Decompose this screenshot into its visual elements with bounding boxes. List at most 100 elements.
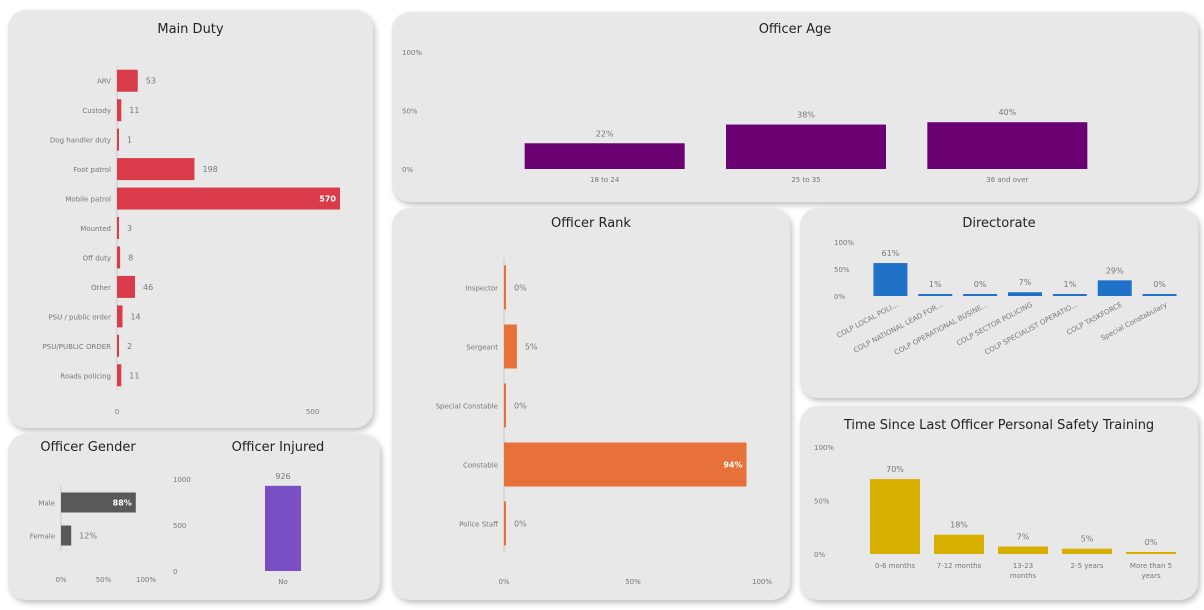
rank-category-label: Special Constable — [436, 403, 498, 411]
rank-bar — [504, 501, 506, 546]
directorate-tick-label: 50% — [834, 266, 850, 274]
rank-tick-label: 50% — [625, 578, 641, 586]
duty-value-label: 3 — [127, 224, 132, 233]
directorate-bar — [1052, 294, 1087, 296]
officer-rank-chart: Inspector 0% Sergeant 5% Special Constable 0%… — [436, 258, 772, 586]
duty-bar — [117, 334, 119, 357]
duty-bar — [117, 246, 121, 269]
training-bar — [998, 546, 1048, 554]
training-bar — [1062, 548, 1112, 554]
rank-bar — [504, 265, 506, 310]
age-value-label: 40% — [998, 108, 1016, 117]
duty-category-label: Mobile patrol — [65, 196, 111, 204]
duty-value-label: 14 — [130, 312, 140, 321]
duty-category-label: Mounted — [80, 225, 111, 233]
duty-bar — [117, 305, 123, 328]
training-category-label: 2-5 years — [1071, 562, 1104, 570]
directorate-value-label: 61% — [882, 249, 900, 258]
duty-tick-label: 500 — [306, 408, 319, 416]
training-value-label: 5% — [1081, 535, 1094, 544]
directorate-chart: 0%50%100%61%COLP LOCAL POLI...1%COLP NAT… — [834, 239, 1177, 357]
main-duty-card: Main Duty ARV 53 Custody 11 Dog handler duty… — [8, 10, 373, 428]
directorate-bar — [918, 294, 953, 296]
gender-bar — [61, 525, 72, 546]
age-bar — [524, 143, 685, 169]
duty-bar — [117, 128, 119, 151]
duty-value-label: 53 — [146, 77, 156, 86]
training-chart: 0% 50% 100% 70% 0-6 months 18% 7-12 months 7% 13… — [814, 444, 1176, 580]
gender-value-label: 12% — [79, 532, 97, 541]
duty-tick-label: 0 — [115, 408, 119, 416]
training-tick-label: 0% — [814, 551, 825, 559]
directorate-value-label: 7% — [1019, 278, 1032, 287]
injured-tick-label: 1000 — [173, 476, 191, 484]
gender-tick-label: 50% — [96, 576, 112, 584]
age-value-label: 38% — [797, 111, 815, 120]
officer-age-chart: 0% 50% 100% 22% 18 to 24 38% 25 to 35 40% 36 and… — [402, 49, 1088, 184]
rank-value-label: 94% — [723, 461, 742, 470]
gender-injured-chart: Male 88% Female 12% 0% 50% 100% 0 500 1000 926 No — [30, 472, 301, 586]
directorate-category-label: COLP SECTOR POLICING — [955, 301, 1034, 348]
duty-category-label: PSU / public order — [48, 313, 111, 321]
duty-value-label: 8 — [128, 253, 133, 262]
duty-category-label: PSU/PUBLIC ORDER — [43, 343, 112, 351]
rank-bar — [504, 383, 506, 428]
directorate-value-label: 0% — [974, 280, 987, 289]
rank-tick-label: 0% — [498, 578, 509, 586]
duty-bar — [117, 364, 122, 387]
duty-value-label: 198 — [202, 165, 217, 174]
officer-age-card: Officer Age 0% 50% 100% 22% 18 to 24 38% 25 to… — [392, 12, 1198, 202]
training-bar — [870, 479, 920, 554]
directorate-tick-label: 100% — [834, 239, 854, 247]
training-category-label: More than 5 — [1130, 562, 1172, 570]
main-duty-title: Main Duty — [157, 22, 224, 37]
training-value-label: 18% — [950, 521, 968, 530]
duty-category-label: Roads policing — [60, 372, 111, 380]
injured-value-label: 926 — [275, 472, 290, 481]
age-bar — [927, 122, 1088, 169]
training-value-label: 0% — [1145, 538, 1158, 547]
training-category-label: 0-6 months — [875, 562, 915, 570]
gender-bar — [61, 492, 136, 513]
rank-bar — [504, 324, 517, 369]
age-category-label: 36 and over — [986, 176, 1028, 184]
directorate-value-label: 1% — [929, 280, 942, 289]
injured-tick-label: 500 — [173, 522, 186, 530]
directorate-value-label: 0% — [1153, 280, 1166, 289]
rank-category-label: Police Staff — [459, 521, 498, 529]
directorate-bar — [963, 294, 998, 296]
duty-value-label: 46 — [143, 283, 153, 292]
directorate-bar — [1142, 294, 1177, 296]
training-category-label: 13-23 — [1013, 562, 1033, 570]
injured-category-label: No — [278, 578, 288, 586]
duty-bar — [117, 99, 122, 122]
officer-rank-title: Officer Rank — [551, 216, 631, 231]
age-tick-label: 0% — [402, 166, 413, 174]
directorate-tick-label: 0% — [834, 293, 845, 301]
directorate-title: Directorate — [962, 216, 1036, 231]
main-duty-chart: ARV 53 Custody 11 Dog handler duty 1 Foot patr… — [43, 66, 340, 416]
duty-bar — [117, 275, 135, 298]
officer-gender-title: Officer Gender — [40, 440, 136, 455]
duty-category-label: ARV — [97, 78, 111, 86]
officer-rank-card: Officer Rank Inspector 0% Sergeant 5% Specia… — [392, 208, 790, 600]
rank-value-label: 0% — [514, 284, 527, 293]
training-tick-label: 50% — [814, 498, 830, 506]
age-tick-label: 50% — [402, 108, 418, 116]
gender-value-label: 88% — [113, 499, 132, 508]
officer-age-title: Officer Age — [758, 22, 832, 37]
duty-category-label: Custody — [82, 107, 111, 115]
gender-injured-card: Officer Gender Officer Injured Male 88% Fe… — [8, 434, 380, 600]
rank-value-label: 0% — [514, 402, 527, 411]
directorate-bar — [1008, 292, 1042, 296]
duty-value-label: 570 — [319, 195, 336, 204]
training-card: Time Since Last Officer Personal Safety … — [800, 406, 1198, 600]
gender-tick-label: 100% — [136, 576, 156, 584]
duty-value-label: 11 — [129, 106, 139, 115]
age-category-label: 18 to 24 — [590, 176, 620, 184]
duty-bar — [117, 217, 119, 239]
training-bar — [1126, 552, 1176, 554]
rank-category-label: Constable — [463, 462, 498, 470]
rank-category-label: Sergeant — [466, 344, 498, 352]
rank-bar — [504, 442, 747, 487]
